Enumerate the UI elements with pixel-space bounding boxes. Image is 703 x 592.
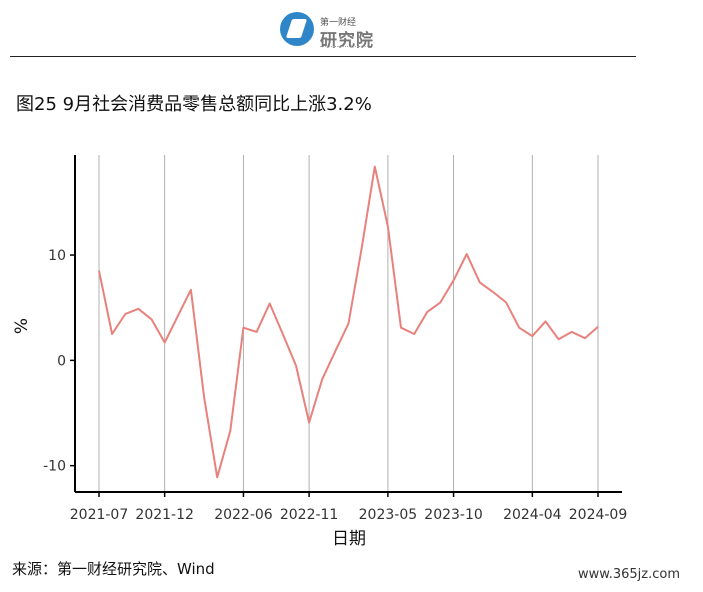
- x-tick-label: 2022-11: [280, 507, 339, 523]
- logo-underline: [320, 46, 368, 50]
- series-line: [98, 165, 599, 479]
- logo-mark-icon: [280, 12, 314, 46]
- chart-title: 图25 9月社会消费品零售总额同比上涨3.2%: [16, 94, 372, 115]
- y-axis-label: %: [12, 318, 32, 334]
- y-tick-labels: -10 0 10: [43, 248, 66, 475]
- x-tick-label: 2021-07: [70, 507, 129, 523]
- watermark: www.365jz.com: [578, 567, 680, 582]
- x-tick-label: 2022-06: [214, 507, 273, 523]
- logo-small-text: 第一财经: [320, 18, 357, 28]
- x-axis-label: 日期: [332, 529, 366, 549]
- x-tick-label: 2024-09: [569, 507, 628, 523]
- y-tick-label: -10: [43, 459, 66, 475]
- top-divider: [10, 56, 636, 57]
- y-tick-label: 10: [48, 248, 66, 264]
- grid-lines: [98, 155, 599, 492]
- x-tick-label: 2021-12: [135, 507, 194, 523]
- y-tick-label: 0: [57, 353, 66, 369]
- x-tick-label: 2023-05: [359, 507, 418, 523]
- x-tick-labels: 2021-07 2021-12 2022-06 2022-11 2023-05 2023-…: [70, 507, 628, 523]
- x-tick-label: 2024-04: [503, 507, 562, 523]
- logo: 第一财经 研究院: [280, 12, 380, 52]
- source-note: 来源：第一财经研究院、Wind: [12, 560, 215, 578]
- x-tick-label: 2023-10: [424, 507, 483, 523]
- series-lines: [98, 165, 599, 479]
- axes: [70, 155, 622, 497]
